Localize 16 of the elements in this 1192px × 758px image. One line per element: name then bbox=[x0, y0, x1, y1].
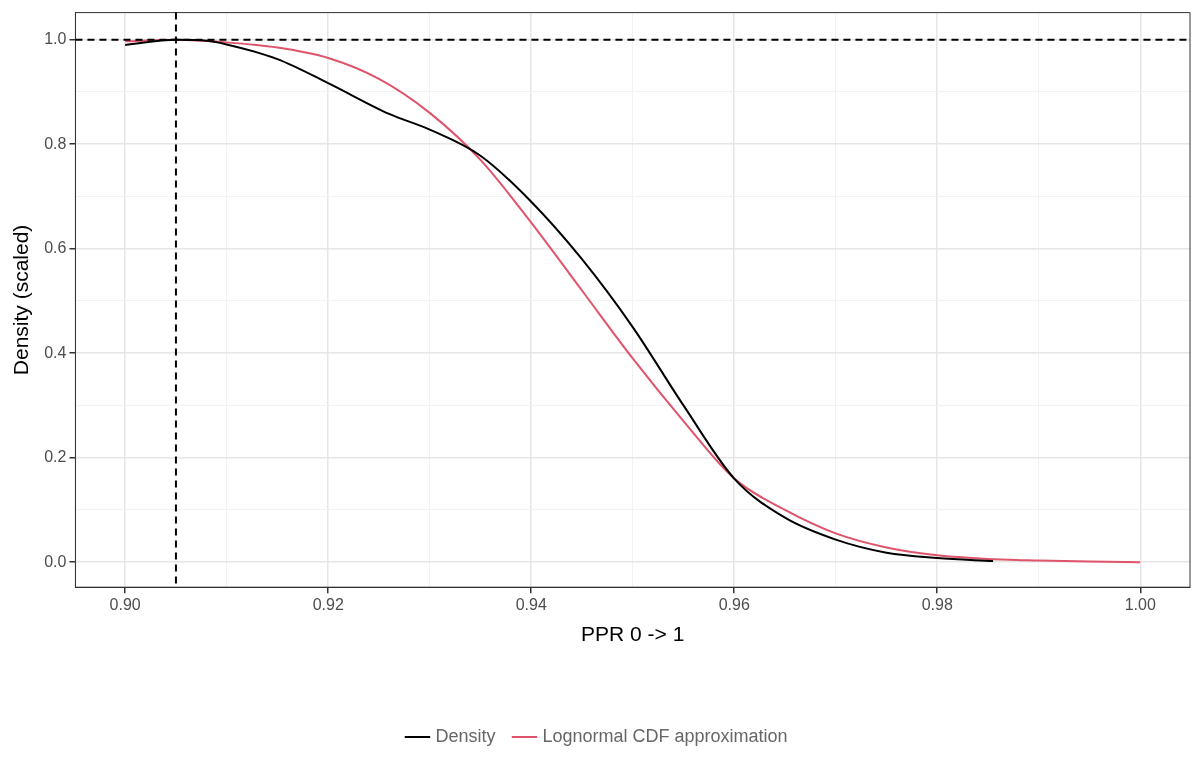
x-tick-label: 0.94 bbox=[515, 596, 547, 614]
x-tick-label: 0.98 bbox=[921, 596, 953, 614]
x-axis-title: PPR 0 -> 1 bbox=[581, 621, 685, 645]
x-tick-label: 1.00 bbox=[1124, 596, 1156, 614]
y-axis-title: Density (scaled) bbox=[9, 224, 33, 376]
y-tick-label: 0.6 bbox=[44, 239, 67, 257]
y-tick-label: 0.0 bbox=[44, 552, 67, 570]
x-tick-label: 0.90 bbox=[109, 596, 141, 614]
x-tick-label: 0.92 bbox=[312, 596, 344, 614]
y-tick-label: 0.4 bbox=[44, 343, 67, 361]
legend-label: Density bbox=[435, 725, 496, 746]
y-tick-label: 0.8 bbox=[44, 134, 67, 152]
legend-label: Lognormal CDF approximation bbox=[542, 725, 788, 746]
y-tick-label: 1.0 bbox=[44, 30, 67, 48]
x-tick-label: 0.96 bbox=[718, 596, 750, 614]
y-tick-label: 0.2 bbox=[44, 448, 67, 466]
